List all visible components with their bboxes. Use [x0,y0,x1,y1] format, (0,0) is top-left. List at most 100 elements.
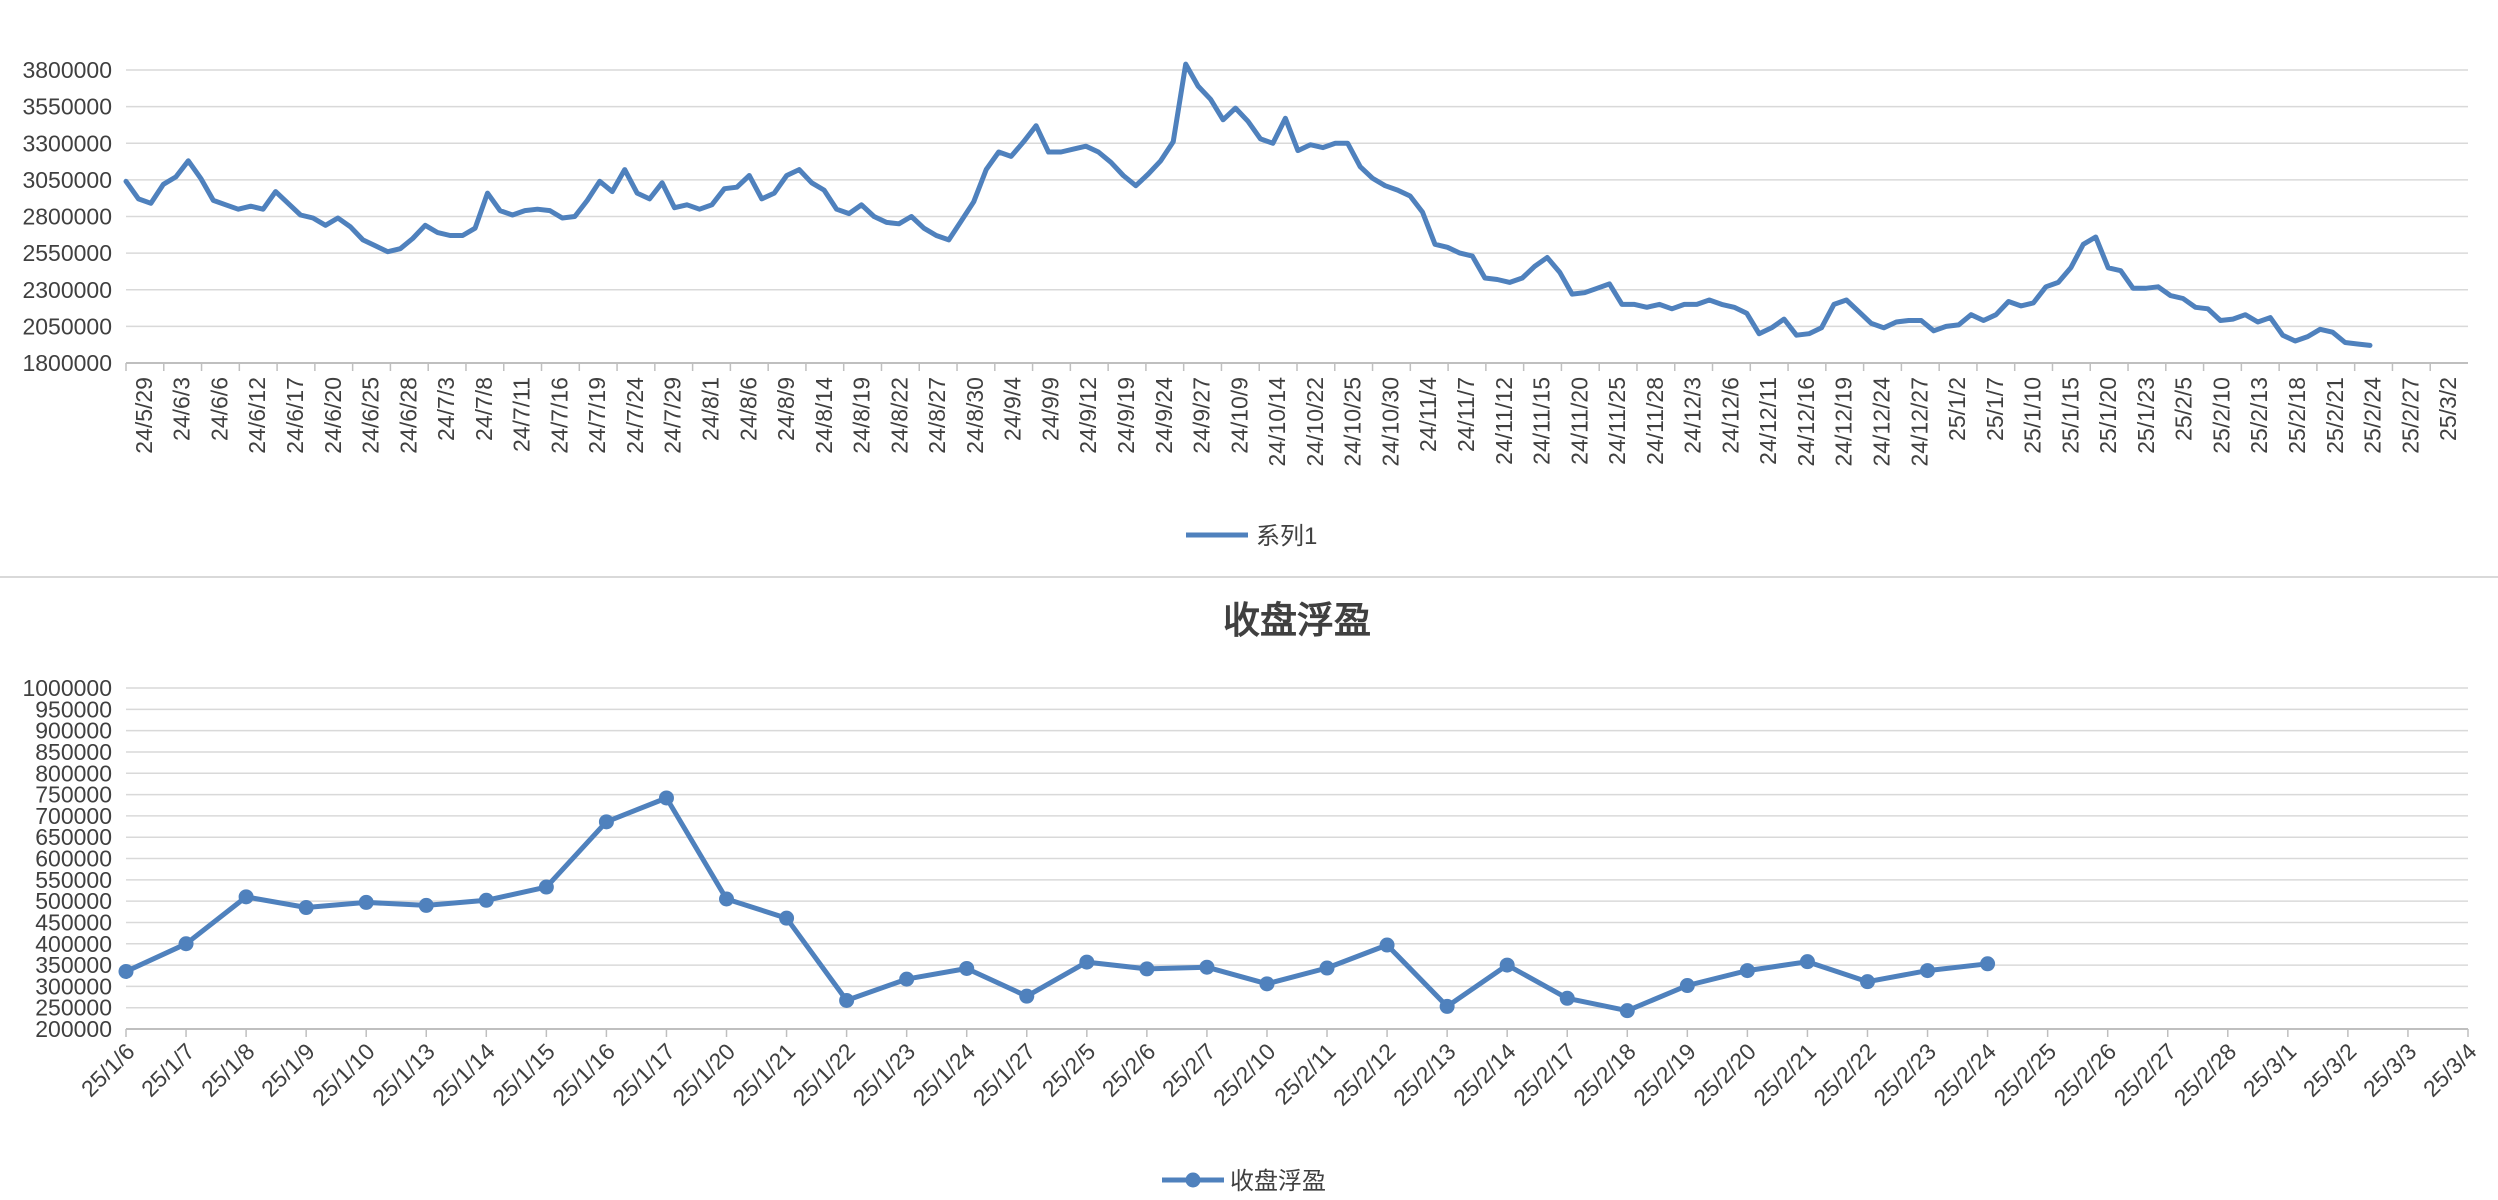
data-point [1860,974,1875,989]
data-point [1320,961,1335,976]
x-tick-label: 25/1/13 [367,1038,440,1111]
data-point [359,895,374,910]
x-tick-label: 25/1/22 [787,1038,860,1111]
data-point [1380,938,1395,953]
y-tick-label: 2550000 [22,240,112,266]
x-tick-label: 25/1/17 [607,1038,680,1111]
chart-title: 收盘浮盈 [1223,600,1371,641]
x-tick-label: 24/8/19 [849,377,875,454]
x-tick-label: 25/2/17 [1508,1038,1581,1111]
x-tick-label: 24/6/28 [395,377,421,454]
x-tick-label: 24/11/4 [1415,377,1441,452]
data-point [1740,963,1755,978]
x-tick-label: 25/1/23 [2133,377,2159,454]
legend-label: 收盘浮盈 [1230,1168,1326,1195]
x-tick-label: 25/2/21 [2322,377,2348,454]
x-tick-label: 25/1/6 [76,1038,140,1102]
x-tick-label: 25/2/25 [1989,1038,2062,1111]
x-tick-label: 24/7/8 [471,377,497,441]
x-tick-label: 24/6/3 [169,377,195,441]
data-point [1980,956,1995,971]
y-tick-label: 1800000 [22,350,112,376]
x-tick-label: 25/2/18 [1568,1038,1641,1111]
x-tick-label: 25/2/24 [2360,377,2386,454]
x-tick-label: 24/6/20 [320,377,346,454]
x-tick-label: 24/11/12 [1491,377,1517,465]
x-tick-label: 24/7/11 [509,377,535,452]
x-tick-label: 25/1/2 [1944,377,1970,441]
x-tick-label: 24/8/27 [924,377,950,454]
x-tick-label: 25/3/2 [2298,1038,2362,1102]
y-tick-label: 3050000 [22,167,112,193]
x-tick-label: 24/10/9 [1226,377,1252,454]
data-point [1079,955,1094,970]
x-tick-label: 24/6/12 [244,377,270,454]
x-tick-label: 25/2/24 [1928,1038,2001,1111]
x-tick-label: 25/1/23 [848,1038,921,1111]
x-tick-label: 24/7/24 [622,377,648,454]
x-tick-label: 25/1/15 [487,1038,560,1111]
data-point [599,814,614,829]
x-tick-label: 25/2/27 [2397,377,2423,454]
y-tick-label: 3550000 [22,94,112,120]
x-tick-label: 25/1/27 [968,1038,1041,1111]
y-tick-label: 3300000 [22,130,112,156]
data-point [1139,961,1154,976]
x-tick-label: 24/11/25 [1604,377,1630,465]
data-point [1440,999,1455,1014]
data-point [539,880,554,895]
x-tick-label: 24/6/17 [282,377,308,454]
y-tick-label: 1000000 [22,675,112,701]
x-tick-label: 24/7/19 [584,377,610,454]
data-point [179,936,194,951]
x-tick-label: 24/11/20 [1566,377,1592,465]
x-tick-label: 24/6/6 [206,377,232,441]
x-tick-label: 24/7/16 [546,377,572,454]
x-tick-label: 24/11/7 [1453,377,1479,452]
x-tick-label: 24/10/22 [1302,377,1328,467]
x-tick-label: 25/2/13 [2246,377,2272,454]
x-tick-label: 24/12/19 [1831,377,1857,467]
x-tick-label: 24/8/14 [811,377,837,454]
chart-panel-bottom: 收盘浮盈 200000 250000 300000 350000 400000 450000… [0,578,2498,1200]
x-tick-label: 25/2/19 [1628,1038,1701,1111]
y-tick-label: 2050000 [22,313,112,339]
data-point [839,993,854,1008]
x-tick-label: 24/8/30 [962,377,988,454]
data-point [419,898,434,913]
x-tick-label: 25/1/24 [908,1038,981,1111]
data-point [1560,991,1575,1006]
y-tick-label: 3800000 [22,57,112,83]
x-tick-label: 25/1/7 [136,1038,200,1102]
x-tick-label: 25/1/8 [196,1038,260,1102]
x-tick-label: 25/2/20 [1688,1038,1761,1111]
x-tick-label: 25/2/27 [2109,1038,2182,1111]
data-point [1199,960,1214,975]
chart-panel-top: 1800000 2050000 2300000 2550000 2800000 30500… [0,0,2498,576]
data-point [899,972,914,987]
x-tick-label: 24/8/1 [698,377,724,441]
x-tick-label: 24/7/29 [660,377,686,454]
x-tick-label: 25/2/12 [1328,1038,1401,1111]
x-tick-label: 25/1/15 [2057,377,2083,454]
x-tick-label: 24/8/22 [886,377,912,454]
x-tick-label: 24/9/27 [1189,377,1215,454]
x-tick-label: 25/1/16 [547,1038,620,1111]
x-tick-label: 24/11/15 [1529,377,1555,465]
x-tick-label: 25/2/14 [1448,1038,1521,1111]
x-tick-label: 25/3/1 [2238,1038,2302,1102]
data-point [119,964,134,979]
x-tick-label: 25/2/18 [2284,377,2310,454]
x-tick-label: 24/12/6 [1717,377,1743,454]
x-tick-label: 24/7/3 [433,377,459,441]
data-point [719,891,734,906]
x-tick-label: 24/12/27 [1906,377,1932,467]
x-tick-label: 24/10/14 [1264,377,1290,467]
series-line-2 [126,798,1988,1011]
y-tick-label: 2800000 [22,204,112,230]
x-tick-label: 25/2/22 [1808,1038,1881,1111]
x-tick-label: 24/9/9 [1037,377,1063,441]
x-tick-label: 24/8/9 [773,377,799,441]
x-tick-label: 25/2/21 [1748,1038,1821,1111]
x-tick-label: 24/9/24 [1151,377,1177,454]
